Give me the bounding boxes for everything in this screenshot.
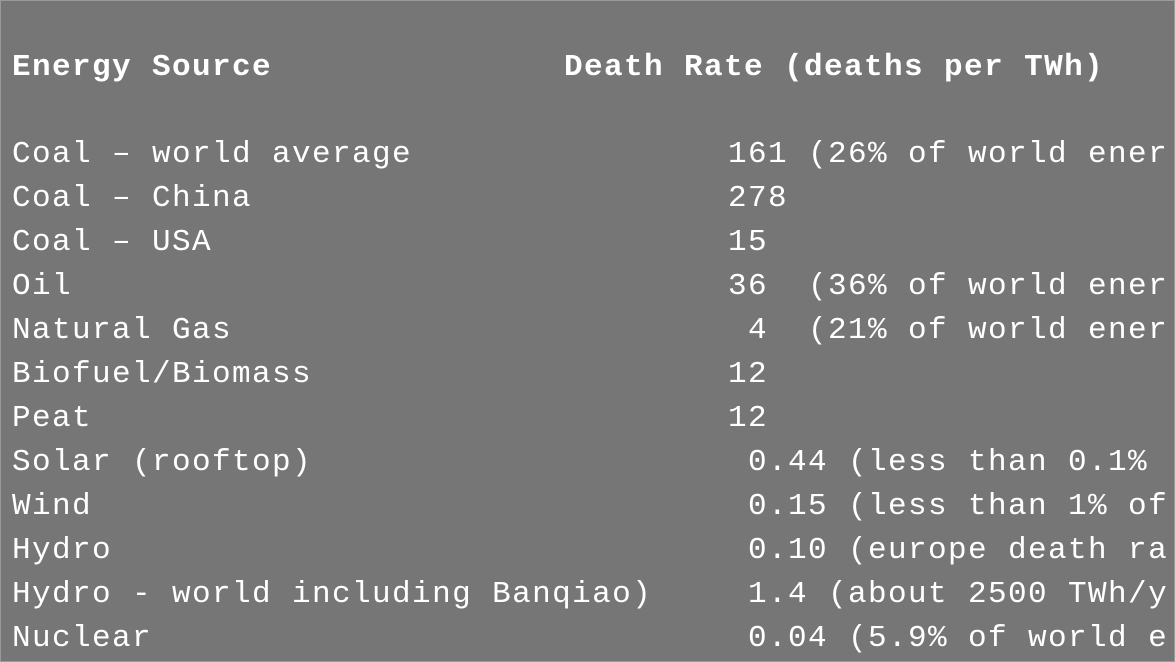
row-rate: 161 (26% of world ener bbox=[728, 137, 1169, 172]
row-source: Wind bbox=[12, 489, 93, 524]
row-rate: 4 (21% of world ener bbox=[728, 313, 1169, 348]
row-rate: 15 bbox=[728, 225, 769, 260]
table-row: Oil 36 (36% of world ener bbox=[1, 265, 1174, 309]
table-row: Hydro 0.10 (europe death ra bbox=[1, 529, 1174, 573]
row-rate: 0.04 (5.9% of world e bbox=[728, 621, 1169, 656]
row-source: Oil bbox=[12, 269, 73, 304]
row-source: Coal – world average bbox=[12, 137, 413, 172]
table-row: Solar (rooftop) 0.44 (less than 0.1% bbox=[1, 441, 1174, 485]
row-rate: 12 bbox=[728, 401, 769, 436]
table-row: Coal – USA 15 bbox=[1, 221, 1174, 265]
row-rate: 0.15 (less than 1% of bbox=[728, 489, 1169, 524]
row-source: Coal – USA bbox=[12, 225, 213, 260]
row-source: Hydro - world including Banqiao) bbox=[12, 577, 653, 612]
row-source: Coal – China bbox=[12, 181, 253, 216]
row-rate: 12 bbox=[728, 357, 769, 392]
row-rate: 0.10 (europe death ra bbox=[728, 533, 1169, 568]
row-rate: 0.44 (less than 0.1% bbox=[728, 445, 1169, 480]
table-row: Natural Gas 4 (21% of world ener bbox=[1, 309, 1174, 353]
row-source: Natural Gas bbox=[12, 313, 233, 348]
header-death-rate: Death Rate (deaths per TWh) bbox=[564, 50, 1105, 85]
table-row: Coal – world average 161 (26% of world e… bbox=[1, 133, 1174, 177]
table-row: Biofuel/Biomass 12 bbox=[1, 353, 1174, 397]
row-rate: 1.4 (about 2500 TWh/y bbox=[728, 577, 1169, 612]
row-source: Nuclear bbox=[12, 621, 153, 656]
row-source: Biofuel/Biomass bbox=[12, 357, 313, 392]
table-row: Hydro - world including Banqiao) 1.4 (ab… bbox=[1, 573, 1174, 617]
header-energy-source: Energy Source bbox=[12, 50, 273, 85]
row-source: Solar (rooftop) bbox=[12, 445, 313, 480]
table-row: Coal – China 278 bbox=[1, 177, 1174, 221]
table-row: Wind 0.15 (less than 1% of bbox=[1, 485, 1174, 529]
row-rate: 36 (36% of world ener bbox=[728, 269, 1169, 304]
row-rate: 278 bbox=[728, 181, 789, 216]
row-source: Peat bbox=[12, 401, 93, 436]
table-row: Nuclear 0.04 (5.9% of world e bbox=[1, 617, 1174, 661]
table-row: Peat 12 bbox=[1, 397, 1174, 441]
row-source: Hydro bbox=[12, 533, 113, 568]
